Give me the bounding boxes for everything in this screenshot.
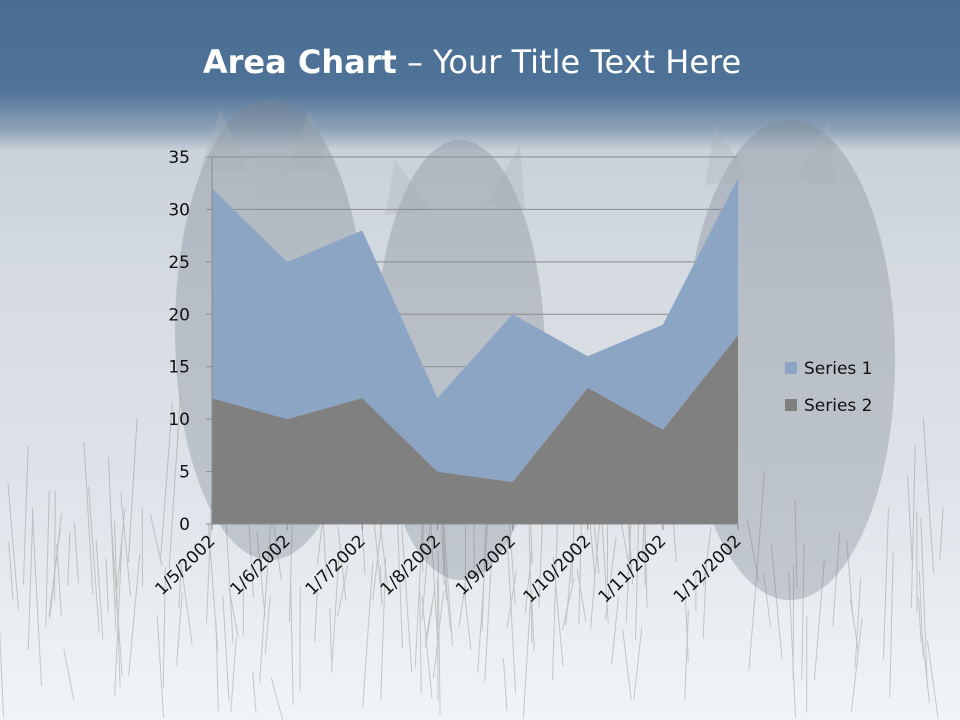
x-tick-label: 1/8/2002 [377,531,445,599]
x-tick-label: 1/12/2002 [670,531,746,607]
y-tick-label: 35 [168,148,190,168]
title-bold-part: Area Chart [202,43,397,81]
area-series-2 [212,335,738,524]
y-tick-label: 10 [168,410,190,430]
slide-title: Area Chart – Your Title Text Here [0,40,944,84]
y-tick-label: 5 [179,463,190,483]
area-series-1 [212,177,738,483]
x-tick-label: 1/10/2002 [519,531,595,607]
legend: Series 1 Series 2 [785,359,873,416]
y-tick-label: 0 [179,515,190,535]
x-axis-ticks: 1/5/2002 1/6/2002 1/7/2002 1/8/2002 1/9/2002… [151,531,745,607]
y-tick-label: 25 [168,253,190,273]
x-tick-label: 1/6/2002 [227,531,295,599]
y-tick-label: 15 [168,358,190,378]
y-tick-label: 20 [168,305,190,325]
axes [206,156,739,530]
legend-swatch [785,399,797,411]
legend-label: Series 2 [804,396,873,416]
legend-swatch [785,362,797,374]
legend-label: Series 1 [804,359,873,379]
x-tick-label: 1/5/2002 [151,531,219,599]
y-tick-label: 30 [168,200,190,220]
title-rest-part: – Your Title Text Here [396,43,742,81]
plot-areas [212,177,738,524]
x-tick-label: 1/11/2002 [595,531,671,607]
y-axis-ticks: 0 5 10 15 20 25 30 35 [168,148,190,535]
x-tick-label: 1/9/2002 [452,531,520,599]
x-tick-label: 1/7/2002 [302,531,370,599]
